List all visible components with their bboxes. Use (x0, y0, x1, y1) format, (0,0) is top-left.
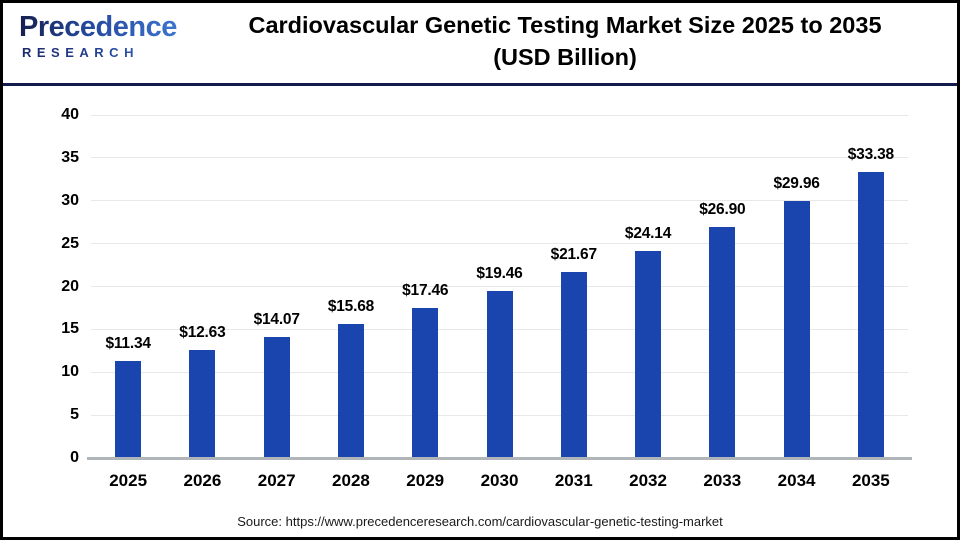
x-axis-category-label: 2027 (257, 471, 296, 490)
bar-value-label: $11.34 (105, 334, 151, 352)
bar-2032 (635, 250, 662, 458)
bar-value-label: $15.68 (327, 297, 375, 315)
x-axis-category-label: 2026 (183, 471, 222, 490)
gridline (91, 157, 908, 159)
y-axis-tick-label: 40 (61, 106, 79, 123)
bar-value-label: $17.46 (402, 282, 449, 300)
logo-brand-text: Precedence (19, 13, 189, 42)
bar-value-label: $29.96 (773, 175, 820, 193)
y-axis-tick-label: 10 (61, 363, 79, 381)
gridline (91, 286, 908, 287)
chart-title-line1: Cardiovascular Genetic Testing Market Si… (248, 12, 882, 38)
x-axis-category-label: 2030 (480, 471, 519, 490)
x-axis-category-label: 2028 (332, 471, 370, 490)
header-divider (3, 83, 957, 86)
bar-2027 (263, 337, 290, 458)
bar-chart: 0 5 10 15 20 25 30 35 40 $11.34 2025 $12.63 2026 $14.… (3, 3, 957, 537)
x-axis-line (87, 456, 912, 460)
source-text: Source: https://www.precedenceresearch.c… (237, 514, 723, 529)
x-axis-category-label: 2032 (629, 471, 667, 490)
bar-2029 (412, 308, 439, 458)
bar-2034 (783, 201, 810, 458)
x-axis-category-label: 2025 (109, 471, 148, 490)
y-axis-tick-label: 20 (61, 277, 79, 295)
bar-value-label: $19.46 (476, 265, 523, 283)
bar-value-label: $26.90 (699, 201, 746, 219)
y-axis-tick-label: 25 (61, 234, 79, 252)
bar-2031 (560, 272, 587, 458)
logo-research-text: RESEARCH (19, 46, 189, 59)
bar-value-label: $24.14 (624, 224, 672, 242)
x-axis-category-label: 2029 (406, 471, 445, 490)
x-axis-category-label: 2033 (703, 471, 742, 490)
bar-value-label: $21.67 (550, 246, 597, 264)
bar-2028 (337, 323, 364, 458)
bar-value-label: $33.38 (847, 145, 894, 163)
bar-value-label: $14.07 (253, 311, 300, 329)
y-axis-tick-label: 15 (61, 320, 79, 338)
y-axis-tick-label: 30 (61, 191, 79, 209)
bar-2030 (486, 291, 513, 458)
bar-value-label: $12.63 (179, 323, 226, 341)
y-axis-tick-label: 0 (70, 449, 79, 466)
x-axis-category-label: 2034 (777, 471, 816, 490)
y-axis-tick-label: 5 (70, 406, 79, 424)
x-axis-category-label: 2035 (851, 471, 890, 490)
bar-2033 (709, 227, 736, 458)
header: Precedence RESEARCH Cardiovascular Genet… (3, 3, 957, 81)
x-axis-category-label: 2031 (554, 471, 593, 490)
y-axis-tick-label: 35 (61, 148, 79, 166)
chart-title: Cardiovascular Genetic Testing Market Si… (173, 9, 957, 73)
bar-2025 (115, 360, 142, 458)
gridline (91, 243, 908, 245)
gridline (91, 200, 908, 202)
bar-2035 (857, 171, 884, 458)
gridline (91, 114, 908, 116)
bar-2026 (189, 349, 216, 458)
precedence-research-logo: Precedence RESEARCH (19, 13, 189, 60)
chart-title-line2: (USD Billion) (493, 44, 637, 70)
